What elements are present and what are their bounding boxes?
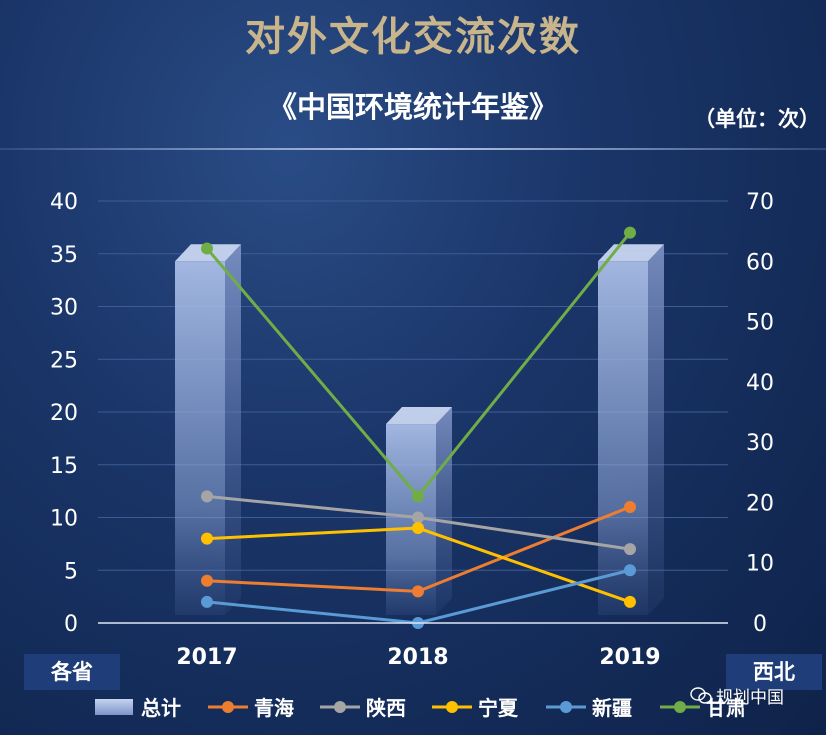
x-tick-label: 2018 bbox=[387, 645, 448, 670]
point-青海 bbox=[201, 574, 213, 587]
legend-label: 总计 bbox=[141, 696, 181, 720]
right-tick-label: 60 bbox=[746, 250, 774, 275]
left-tick-label: 35 bbox=[50, 243, 78, 268]
unit-label: （单位：次） bbox=[694, 107, 820, 131]
right-tick-label: 10 bbox=[746, 552, 774, 577]
point-甘肃 bbox=[412, 490, 424, 503]
legend-label: 宁夏 bbox=[478, 696, 519, 720]
point-宁夏 bbox=[412, 522, 424, 535]
point-宁夏 bbox=[624, 595, 636, 608]
watermark-text: 规划中国 bbox=[716, 688, 784, 708]
left-tick-label: 30 bbox=[50, 296, 78, 321]
right-axis-tag: 西北 bbox=[726, 654, 822, 690]
point-甘肃 bbox=[624, 226, 636, 239]
bar-total-front bbox=[598, 261, 648, 615]
left-tick-label: 40 bbox=[50, 190, 78, 215]
legend-swatch-total bbox=[95, 699, 133, 715]
legend: 总计 青海 陕西 宁夏 新疆 甘肃 bbox=[95, 696, 746, 720]
bar-total-side bbox=[225, 244, 241, 616]
bar-total-top bbox=[386, 407, 452, 425]
legend-label: 陕西 bbox=[366, 696, 406, 720]
header-divider bbox=[0, 148, 826, 150]
x-tick-label: 2019 bbox=[599, 645, 660, 670]
left-tick-label: 5 bbox=[64, 559, 78, 584]
right-tick-label: 30 bbox=[746, 431, 774, 456]
point-甘肃 bbox=[201, 242, 213, 255]
point-陕西 bbox=[201, 490, 213, 503]
point-新疆 bbox=[201, 595, 213, 608]
point-宁夏 bbox=[201, 532, 213, 545]
x-tick-label: 2017 bbox=[176, 645, 237, 670]
bar-total-side bbox=[648, 244, 664, 616]
legend-label: 新疆 bbox=[592, 696, 632, 720]
bar-series bbox=[175, 244, 664, 616]
chart-title: 对外文化交流次数 bbox=[245, 14, 581, 60]
point-青海 bbox=[624, 500, 636, 513]
point-陕西 bbox=[624, 543, 636, 556]
left-tick-label: 0 bbox=[64, 612, 78, 637]
point-陕西 bbox=[412, 511, 424, 524]
legend-label: 青海 bbox=[254, 696, 294, 720]
point-新疆 bbox=[624, 564, 636, 577]
bar-total-top bbox=[598, 244, 664, 262]
chart-subtitle: 《中国环境统计年鉴》 bbox=[267, 90, 558, 124]
legend-marker-陕西 bbox=[334, 701, 346, 713]
left-tick-label: 25 bbox=[50, 348, 78, 373]
legend-marker-甘肃 bbox=[674, 701, 686, 713]
legend-label: 甘肃 bbox=[706, 696, 746, 720]
point-青海 bbox=[412, 585, 424, 598]
right-tick-label: 20 bbox=[746, 491, 774, 516]
bar-total-front bbox=[175, 261, 225, 615]
watermark: 规划中国 bbox=[690, 683, 784, 708]
axes: 0 5 10 15 20 25 30 35 40 0 10 20 30 40 50 60 70 2017 2018 2… bbox=[50, 190, 774, 670]
left-tick-label: 20 bbox=[50, 401, 78, 426]
legend-marker-青海 bbox=[222, 701, 234, 713]
legend-marker-宁夏 bbox=[446, 701, 458, 713]
right-tick-label: 0 bbox=[753, 612, 767, 637]
legend-marker-新疆 bbox=[560, 701, 572, 713]
wechat-icon bbox=[690, 686, 712, 704]
line-series bbox=[201, 226, 636, 629]
left-tick-label: 15 bbox=[50, 454, 78, 479]
right-tick-label: 40 bbox=[746, 371, 774, 396]
right-tick-label: 50 bbox=[746, 311, 774, 336]
left-axis-tag: 各省 bbox=[24, 654, 120, 690]
left-tick-label: 10 bbox=[50, 507, 78, 532]
right-tick-label: 70 bbox=[746, 190, 774, 215]
